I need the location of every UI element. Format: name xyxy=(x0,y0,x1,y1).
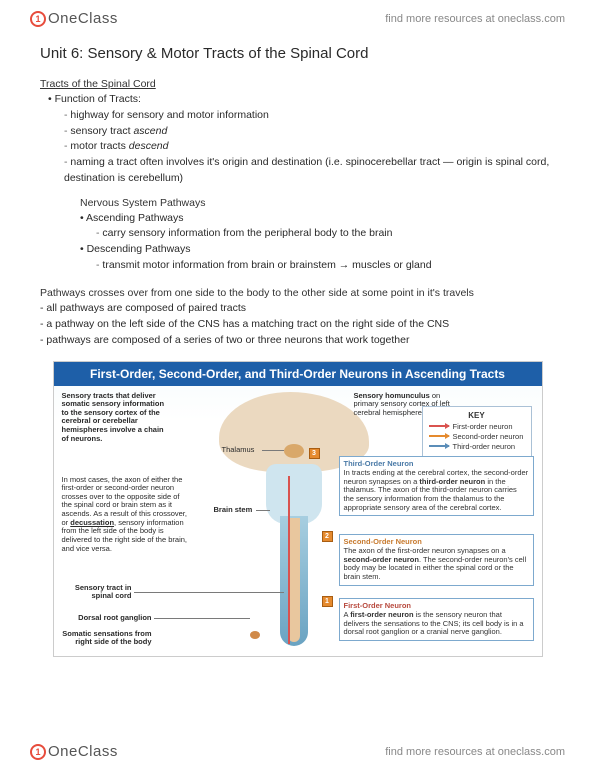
bullet-sublist: highway for sensory and motor informatio… xyxy=(64,108,555,187)
list-item: Descending Pathways xyxy=(80,242,555,258)
legend-row: First-order neuron xyxy=(429,422,525,431)
callout-body: A first-order neuron is the sensory neur… xyxy=(344,610,524,636)
logo-icon: 1 xyxy=(30,744,46,760)
neuron-diagram: First-Order, Second-Order, and Third-Ord… xyxy=(53,361,543,657)
pathways-sublist: carry sensory information from the perip… xyxy=(96,226,555,242)
main-content: Unit 6: Sensory & Motor Tracts of the Sp… xyxy=(0,45,595,657)
page-title: Unit 6: Sensory & Motor Tracts of the Sp… xyxy=(40,45,555,62)
leader-line-icon xyxy=(154,618,250,619)
badge-2-icon: 2 xyxy=(322,531,333,542)
pathways-list: Descending Pathways xyxy=(80,242,555,258)
leader-line-icon xyxy=(262,450,284,451)
badge-1-icon: 1 xyxy=(322,596,333,607)
logo: 1 OneClass xyxy=(30,743,118,760)
anno-sensory-tracts: Sensory tracts that deliver somatic sens… xyxy=(62,392,172,444)
sub-heading: Nervous System Pathways xyxy=(80,197,555,209)
arrow-icon xyxy=(429,445,449,447)
callout-second-order: Second-Order Neuron The axon of the firs… xyxy=(339,534,534,586)
label-brainstem: Brain stem xyxy=(214,506,253,515)
legend-label: Second-order neuron xyxy=(453,432,524,441)
list-item: a pathway on the left side of the CNS ha… xyxy=(40,317,555,333)
callout-body: In tracts ending at the cerebral cortex,… xyxy=(344,468,529,512)
page-footer: 1 OneClass find more resources at onecla… xyxy=(0,735,595,770)
legend-label: First-order neuron xyxy=(453,422,513,431)
logo-icon: 1 xyxy=(30,11,46,27)
paragraph-list: all pathways are composed of paired trac… xyxy=(40,301,555,348)
legend-box: KEY First-order neuron Second-order neur… xyxy=(422,406,532,457)
badge-3-icon: 3 xyxy=(309,448,320,459)
paragraph: Pathways crosses over from one side to t… xyxy=(40,286,555,302)
ascending-line-icon xyxy=(288,476,290,644)
page-header: 1 OneClass find more resources at onecla… xyxy=(0,0,595,45)
list-item: motor tracts descend xyxy=(64,139,555,155)
leader-line-icon xyxy=(256,510,270,511)
pathways-list: Ascending Pathways xyxy=(80,211,555,227)
brainstem-icon xyxy=(266,464,322,524)
logo: 1 OneClass xyxy=(30,10,118,27)
pathways-sublist: transmit motor information from brain or… xyxy=(96,258,555,274)
list-item: naming a tract often involves it's origi… xyxy=(64,155,555,187)
callout-title: First-Order Neuron xyxy=(344,602,412,611)
arrow-icon xyxy=(429,425,449,427)
legend-row: Third-order neuron xyxy=(429,442,525,451)
label-drg: Dorsal root ganglion xyxy=(62,614,152,623)
diagram-title: First-Order, Second-Order, and Third-Ord… xyxy=(54,362,542,386)
ganglion-icon xyxy=(250,631,260,639)
footer-tagline: find more resources at oneclass.com xyxy=(385,746,565,758)
list-item: all pathways are composed of paired trac… xyxy=(40,301,555,317)
logo-text: OneClass xyxy=(48,743,118,760)
diagram-body: 3 2 1 Sensory tracts that deliver somati… xyxy=(54,386,542,656)
list-item: pathways are composed of a series of two… xyxy=(40,333,555,349)
label-sensory-tract: Sensory tract in spinal cord xyxy=(62,584,132,601)
label-somatic: Somatic sensations from right side of th… xyxy=(62,630,152,647)
callout-body: The axon of the first-order neuron synap… xyxy=(344,546,527,581)
list-item: Function of Tracts: xyxy=(48,92,555,108)
logo-text: OneClass xyxy=(48,10,118,27)
anno-decussation: In most cases, the axon of either the fi… xyxy=(62,476,192,554)
list-item: transmit motor information from brain or… xyxy=(96,258,555,274)
callout-first-order: First-Order Neuron A first-order neuron … xyxy=(339,598,534,642)
callout-third-order: Third-Order Neuron In tracts ending at t… xyxy=(339,456,534,517)
list-item: sensory tract ascend xyxy=(64,124,555,140)
callout-title: Third-Order Neuron xyxy=(344,460,414,469)
list-item: Ascending Pathways xyxy=(80,211,555,227)
header-tagline: find more resources at oneclass.com xyxy=(385,13,565,25)
list-item: carry sensory information from the perip… xyxy=(96,226,555,242)
arrow-icon xyxy=(429,435,449,437)
legend-row: Second-order neuron xyxy=(429,432,525,441)
leader-line-icon xyxy=(134,592,284,593)
legend-label: Third-order neuron xyxy=(453,442,516,451)
legend-title: KEY xyxy=(429,411,525,420)
list-item: highway for sensory and motor informatio… xyxy=(64,108,555,124)
label-thalamus: Thalamus xyxy=(222,446,255,455)
thalamus-icon xyxy=(284,444,304,458)
callout-title: Second-Order Neuron xyxy=(344,538,422,547)
bullet-list: Function of Tracts: xyxy=(48,92,555,108)
section-heading: Tracts of the Spinal Cord xyxy=(40,78,555,90)
